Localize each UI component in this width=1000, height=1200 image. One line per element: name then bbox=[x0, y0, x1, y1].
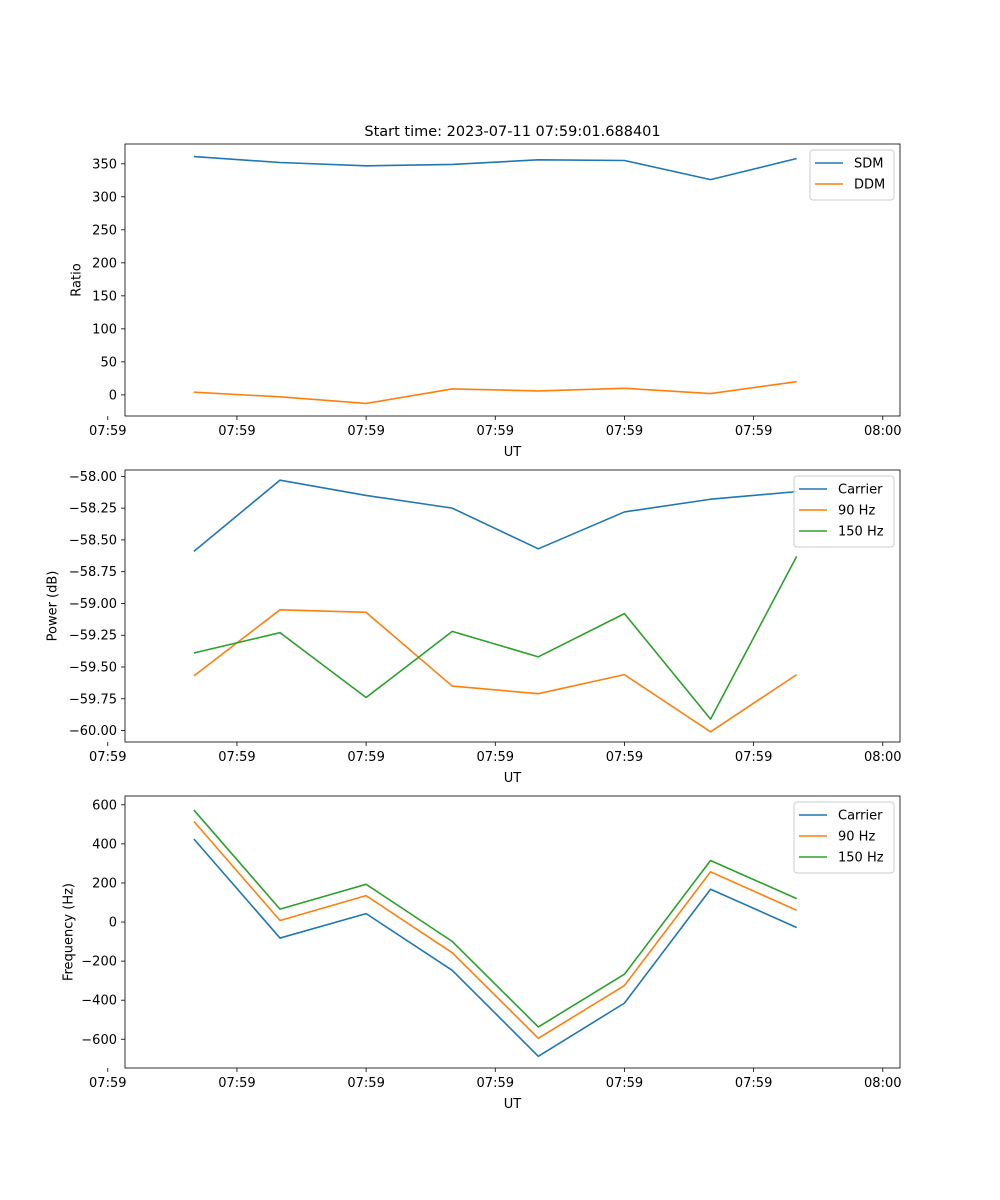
legend-label: 90 Hz bbox=[838, 830, 875, 845]
legend-label: SDM bbox=[854, 157, 883, 172]
y-tick-label: 100 bbox=[92, 322, 117, 337]
legend-box bbox=[793, 475, 895, 548]
series-line-150-hz bbox=[193, 809, 797, 1028]
chart-panel-2: 07:59 07:59 07:59 07:59 07:59 07:59 08:00 UT −60… bbox=[45, 469, 902, 786]
y-tick-label: −58.50 bbox=[69, 533, 117, 548]
x-tick-label: 07:59 bbox=[606, 1076, 643, 1091]
x-tick-label: 07:59 bbox=[347, 750, 384, 765]
x-tick-label: 07:59 bbox=[606, 750, 643, 765]
x-tick-label: 07:59 bbox=[89, 750, 126, 765]
y-tick-label: −58.25 bbox=[69, 502, 117, 517]
y-tick-label: −400 bbox=[81, 994, 117, 1009]
x-tick-label: 07:59 bbox=[89, 424, 126, 439]
y-tick-label: −59.25 bbox=[69, 629, 117, 644]
y-tick-label: −58.75 bbox=[69, 565, 117, 580]
x-tick-label: 08:00 bbox=[864, 1076, 901, 1091]
y-tick-label: −60.00 bbox=[69, 724, 117, 739]
legend-label: 150 Hz bbox=[838, 525, 884, 540]
x-tick-label: 07:59 bbox=[89, 1076, 126, 1091]
y-tick-label: 400 bbox=[92, 837, 117, 852]
series-line-150-hz bbox=[193, 556, 798, 720]
axes-frame bbox=[124, 795, 901, 1069]
axes-frame bbox=[124, 469, 901, 743]
figure-title: Start time: 2023-07-11 07:59:01.688401 bbox=[364, 124, 660, 140]
legend-label: 90 Hz bbox=[838, 504, 875, 519]
y-tick-label: −200 bbox=[81, 955, 117, 970]
series-line-90-hz bbox=[193, 609, 798, 733]
x-tick-label: 07:59 bbox=[477, 1076, 514, 1091]
legend-box bbox=[793, 801, 895, 874]
y-tick-label: 600 bbox=[92, 798, 117, 813]
axes-frame bbox=[124, 143, 901, 417]
y-tick-label: −600 bbox=[81, 1033, 117, 1048]
x-tick-label: 07:59 bbox=[347, 1076, 384, 1091]
x-tick-label: 07:59 bbox=[735, 1076, 772, 1091]
y-axis-label: Frequency (Hz) bbox=[62, 883, 77, 981]
series-line-90-hz bbox=[193, 820, 797, 1040]
y-axis-label: Ratio bbox=[70, 263, 85, 296]
x-tick-label: 08:00 bbox=[864, 424, 901, 439]
legend: Carrier 90 Hz 150 Hz bbox=[793, 475, 895, 548]
x-tick-label: 07:59 bbox=[347, 424, 384, 439]
y-tick-label: −59.75 bbox=[69, 692, 117, 707]
x-tick-label: 07:59 bbox=[477, 424, 514, 439]
x-axis-label: UT bbox=[504, 445, 522, 460]
y-axis-label: Power (dB) bbox=[45, 571, 60, 642]
y-tick-label: 50 bbox=[100, 355, 117, 370]
legend: SDM DDM bbox=[809, 149, 895, 201]
plot-area bbox=[125, 796, 900, 1068]
x-tick-label: 07:59 bbox=[606, 424, 643, 439]
y-tick-label: 0 bbox=[109, 388, 117, 403]
chart-panel-3: 07:59 07:59 07:59 07:59 07:59 07:59 08:00 UT −60… bbox=[62, 795, 902, 1112]
legend: Carrier 90 Hz 150 Hz bbox=[793, 801, 895, 874]
x-axis-label: UT bbox=[504, 1097, 522, 1112]
legend-label: DDM bbox=[854, 178, 885, 193]
x-tick-label: 07:59 bbox=[735, 750, 772, 765]
y-tick-label: 350 bbox=[92, 157, 117, 172]
x-axis-label: UT bbox=[504, 771, 522, 786]
plot-area bbox=[125, 470, 900, 742]
x-tick-label: 07:59 bbox=[735, 424, 772, 439]
x-tick-label: 07:59 bbox=[218, 424, 255, 439]
y-tick-label: 150 bbox=[92, 289, 117, 304]
legend-label: Carrier bbox=[838, 483, 883, 498]
x-tick-label: 07:59 bbox=[218, 750, 255, 765]
x-tick-label: 07:59 bbox=[218, 1076, 255, 1091]
legend-label: 150 Hz bbox=[838, 851, 884, 866]
plot-area bbox=[125, 144, 900, 416]
series-line-sdm bbox=[193, 155, 797, 181]
y-tick-label: 300 bbox=[92, 190, 117, 205]
y-tick-label: 0 bbox=[109, 916, 117, 931]
x-tick-label: 07:59 bbox=[477, 750, 514, 765]
y-tick-label: 200 bbox=[92, 256, 117, 271]
x-tick-label: 08:00 bbox=[864, 750, 901, 765]
y-tick-label: −58.00 bbox=[69, 470, 117, 485]
y-tick-label: −59.50 bbox=[69, 661, 117, 676]
y-tick-label: −59.00 bbox=[69, 597, 117, 612]
y-tick-label: 200 bbox=[92, 876, 117, 891]
series-line-carrier bbox=[193, 838, 797, 1058]
y-tick-label: 250 bbox=[92, 223, 117, 238]
chart-panel-1: 07:59 07:59 07:59 07:59 07:59 07:59 08:00 UT 0 50… bbox=[70, 143, 902, 460]
series-line-carrier bbox=[193, 479, 797, 552]
legend-label: Carrier bbox=[838, 809, 883, 824]
series-line-ddm bbox=[193, 380, 797, 405]
